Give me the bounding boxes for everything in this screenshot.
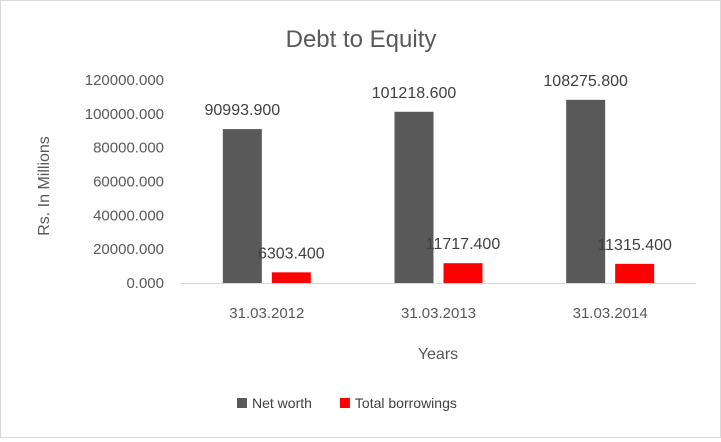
bar-net-worth — [566, 99, 606, 283]
bar-total-borrowings — [615, 263, 655, 283]
x-category-label: 31.03.2012 — [229, 305, 304, 322]
legend-swatch-total-borrowings — [339, 398, 350, 408]
x-category-label: 31.03.2014 — [573, 305, 648, 322]
y-tick-label: 120000.000 — [85, 72, 164, 89]
bar-total-borrowings — [271, 272, 311, 283]
bar-total-borrowings — [443, 263, 483, 283]
x-axis-title: Years — [418, 346, 458, 363]
legend-label-net-worth: Net worth — [252, 395, 312, 411]
data-label: 108275.800 — [543, 73, 628, 90]
data-label: 11717.400 — [426, 236, 501, 253]
y-tick-label: 80000.000 — [93, 140, 164, 157]
data-labels: 90993.900 6303.400 101218.600 11717.400 1082… — [205, 73, 672, 263]
data-label: 11315.400 — [597, 237, 672, 254]
category-labels: 31.03.2012 31.03.2013 31.03.2014 — [229, 305, 647, 322]
data-label: 90993.900 — [205, 102, 281, 119]
bar-net-worth — [394, 111, 434, 283]
legend-label-total-borrowings: Total borrowings — [355, 395, 457, 411]
data-label: 101218.600 — [372, 85, 457, 102]
data-label: 6303.400 — [258, 245, 325, 262]
y-tick-label: 100000.000 — [85, 106, 164, 123]
y-tick-label: 20000.000 — [93, 241, 164, 258]
bars — [222, 99, 655, 283]
y-tick-label: 40000.000 — [93, 207, 164, 224]
x-category-label: 31.03.2013 — [401, 305, 476, 322]
y-axis-ticks: 0.000 20000.000 40000.000 60000.000 80000.00… — [85, 72, 164, 292]
bar-net-worth — [222, 129, 262, 283]
y-tick-label: 0.000 — [126, 275, 164, 292]
chart-title: Debt to Equity — [286, 26, 437, 53]
legend: Net worth Total borrowings — [237, 395, 457, 411]
y-tick-label: 60000.000 — [93, 174, 164, 191]
legend-swatch-net-worth — [237, 398, 247, 408]
y-axis-title: Rs. In Millions — [36, 136, 53, 236]
